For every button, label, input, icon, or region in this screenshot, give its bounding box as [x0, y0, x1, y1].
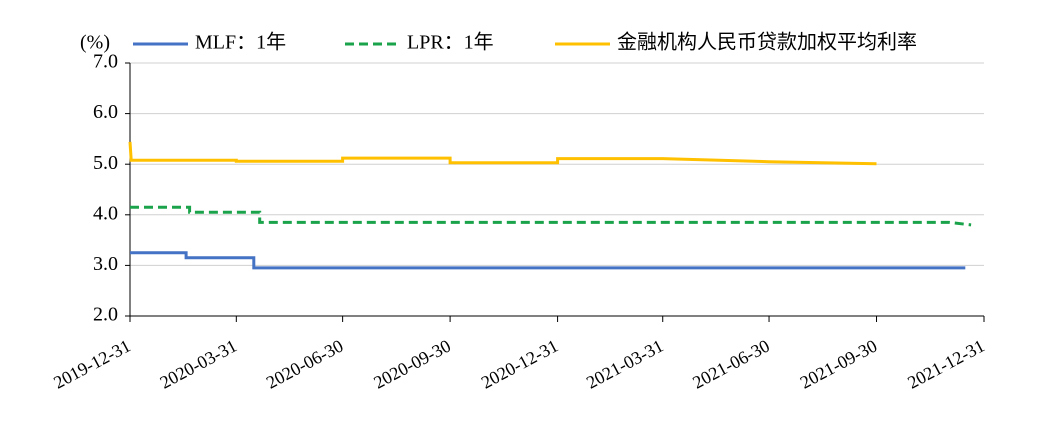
- x-tick-label: 2020-09-30: [370, 336, 454, 393]
- series-line: [130, 205, 972, 227]
- x-tick-label: 2021-03-31: [583, 336, 667, 393]
- y-tick-label: 3.0: [93, 253, 118, 275]
- y-tick-label: 6.0: [93, 101, 118, 123]
- y-tick-label: 7.0: [93, 51, 118, 73]
- x-tick-label: 2019-12-31: [50, 336, 134, 393]
- x-tick-label: 2021-12-31: [904, 336, 988, 393]
- legend-label: 金融机构人民币贷款加权平均利率: [617, 31, 917, 54]
- x-tick-label: 2020-03-31: [157, 336, 241, 393]
- legend-label: MLF：1年: [195, 31, 286, 54]
- x-tick-label: 2020-12-31: [478, 336, 562, 393]
- y-unit: (%): [80, 32, 110, 54]
- legend-label: LPR：1年: [407, 31, 494, 54]
- y-tick-label: 5.0: [93, 152, 118, 174]
- y-tick-label: 2.0: [93, 304, 118, 326]
- series-line: [130, 251, 966, 270]
- x-tick-label: 2021-06-30: [689, 336, 773, 393]
- y-tick-label: 4.0: [93, 202, 118, 224]
- x-tick-label: 2021-09-30: [797, 336, 881, 393]
- series-line: [128, 141, 877, 166]
- x-tick-label: 2020-06-30: [263, 336, 347, 393]
